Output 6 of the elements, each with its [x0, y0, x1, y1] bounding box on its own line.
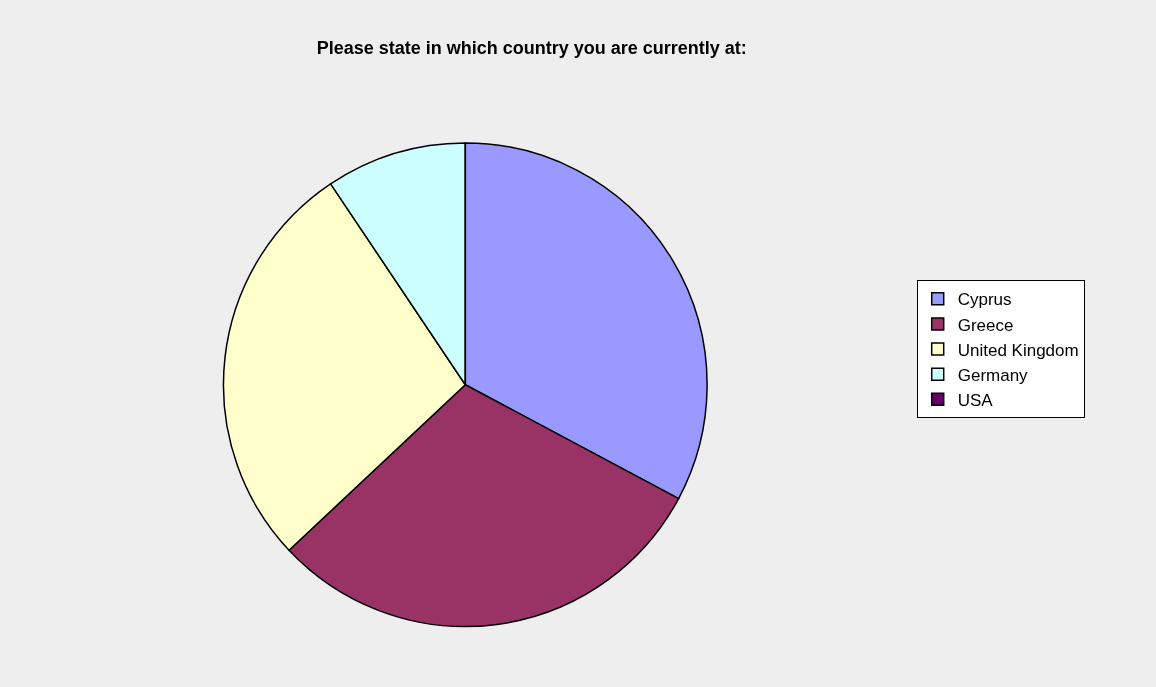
- legend-label: USA: [957, 390, 994, 410]
- legend-label: United Kingdom: [957, 340, 1079, 360]
- legend-label: Greece: [957, 315, 1014, 335]
- chart-title: Please state in which country you are currently at:: [316, 38, 747, 59]
- legend-label: Cyprus: [957, 290, 1012, 310]
- legend-label: Germany: [957, 365, 1029, 385]
